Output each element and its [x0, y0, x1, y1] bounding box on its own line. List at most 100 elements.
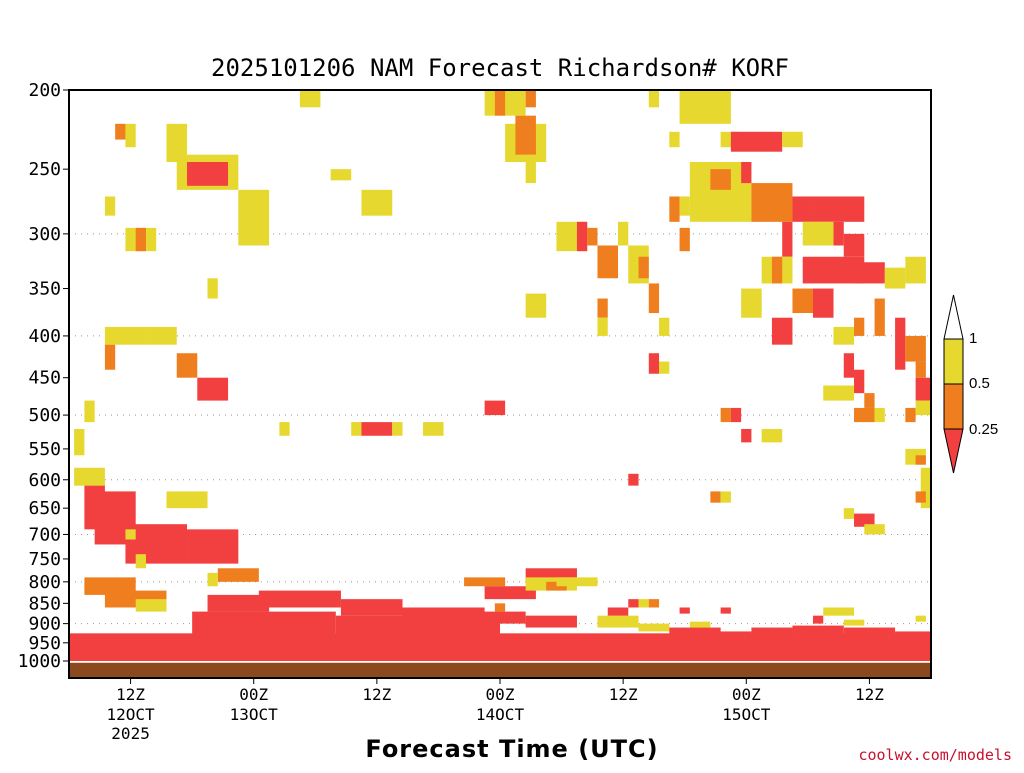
ri-patch [920, 467, 931, 509]
ri-patch [812, 615, 824, 624]
ri-patch [648, 283, 660, 314]
ri-patch [628, 599, 639, 608]
ri-patch [145, 326, 177, 345]
y-tick-label: 350 [28, 279, 61, 300]
ri-patch [895, 317, 906, 370]
ri-patch [669, 131, 680, 148]
ri-patch [340, 599, 403, 616]
ri-patch [915, 361, 926, 378]
ri-patch [720, 407, 731, 423]
y-tick-label: 750 [28, 549, 61, 570]
y-tick-label: 800 [28, 572, 61, 593]
ri-patch [197, 377, 229, 401]
colorbar-legend: 1 0.5 0.25 [943, 294, 998, 474]
ri-patch [741, 288, 762, 318]
legend-label: 1 [969, 330, 977, 347]
ri-patch [710, 169, 731, 190]
ri-patch [638, 623, 670, 632]
ri-patch [843, 627, 896, 638]
surface-layer [335, 615, 500, 640]
ri-patch [771, 256, 783, 284]
y-tick-label: 550 [28, 439, 61, 460]
ri-patch [854, 262, 885, 284]
ri-patch [782, 221, 793, 257]
ri-patch [710, 491, 721, 503]
y-tick-label: 650 [28, 498, 61, 519]
ri-patch [843, 508, 855, 519]
ri-patch [525, 293, 547, 318]
ri-patch [207, 278, 218, 299]
ri-patch [166, 491, 208, 509]
ri-patch [484, 586, 536, 600]
x-tick-label: 12Z [609, 685, 638, 704]
y-tick-label: 1000 [18, 651, 61, 672]
ri-patch [84, 400, 95, 423]
ri-patch [597, 317, 608, 336]
ri-patch [104, 196, 116, 216]
ri-patch [905, 407, 916, 423]
ri-patch [741, 428, 752, 443]
ri-patch [874, 298, 885, 336]
ri-patch [792, 288, 813, 314]
ri-patch [874, 407, 885, 423]
ri-patch [494, 90, 506, 116]
ri-patch [720, 491, 731, 503]
ri-patch [823, 607, 855, 616]
ri-patch [104, 326, 146, 345]
ri-patch [423, 422, 444, 436]
ri-patch [792, 625, 844, 638]
ri-patch [854, 513, 875, 527]
surface-layers [69, 611, 931, 661]
ri-patch [238, 189, 270, 246]
ri-patch [679, 227, 690, 252]
ri-patch [915, 377, 931, 401]
ri-patch [854, 407, 875, 423]
y-tick-label: 850 [28, 593, 61, 614]
x-tick-date: 13OCT [230, 705, 279, 724]
ri-patch [833, 221, 844, 246]
x-tick-date: 15OCT [722, 705, 771, 724]
x-tick-year: 2025 [111, 724, 150, 743]
ri-patch [854, 317, 865, 336]
ri-patch [669, 196, 680, 222]
ri-patch [884, 267, 906, 289]
ri-patch [187, 161, 229, 186]
x-tick-label: 00Z [732, 685, 761, 704]
ri-patch [843, 353, 855, 378]
y-tick-label: 400 [28, 326, 61, 347]
ri-patch [843, 233, 865, 257]
y-tick-label: 700 [28, 524, 61, 545]
ri-patch [638, 599, 649, 608]
plot-area [68, 89, 932, 679]
y-tick-label: 900 [28, 614, 61, 635]
ri-patch [187, 529, 239, 564]
ri-patch [176, 353, 198, 378]
y-tick-label: 200 [28, 80, 61, 101]
ri-patch [648, 353, 660, 374]
ri-patch [351, 422, 362, 436]
ri-patch [207, 572, 218, 587]
ri-patch [792, 196, 813, 222]
ri-patch [669, 627, 721, 636]
ri-patch [84, 577, 136, 595]
ri-patch [217, 568, 259, 582]
ri-patch [833, 326, 855, 345]
ri-patch [576, 221, 588, 252]
legend-bin-yellow [943, 338, 964, 385]
legend-bin-bottom [943, 428, 964, 474]
ri-patch [279, 422, 290, 436]
ri-patch [771, 317, 793, 345]
x-tick-label: 12Z [362, 685, 391, 704]
ri-patch [812, 288, 834, 318]
ri-patch [648, 90, 660, 108]
data-patches [74, 90, 931, 640]
ri-patch [597, 245, 619, 279]
ri-patch [618, 221, 629, 246]
ri-patch [207, 594, 270, 612]
x-tick-date: 12OCT [106, 705, 155, 724]
ri-patch [905, 335, 926, 362]
ri-patch [915, 491, 926, 503]
